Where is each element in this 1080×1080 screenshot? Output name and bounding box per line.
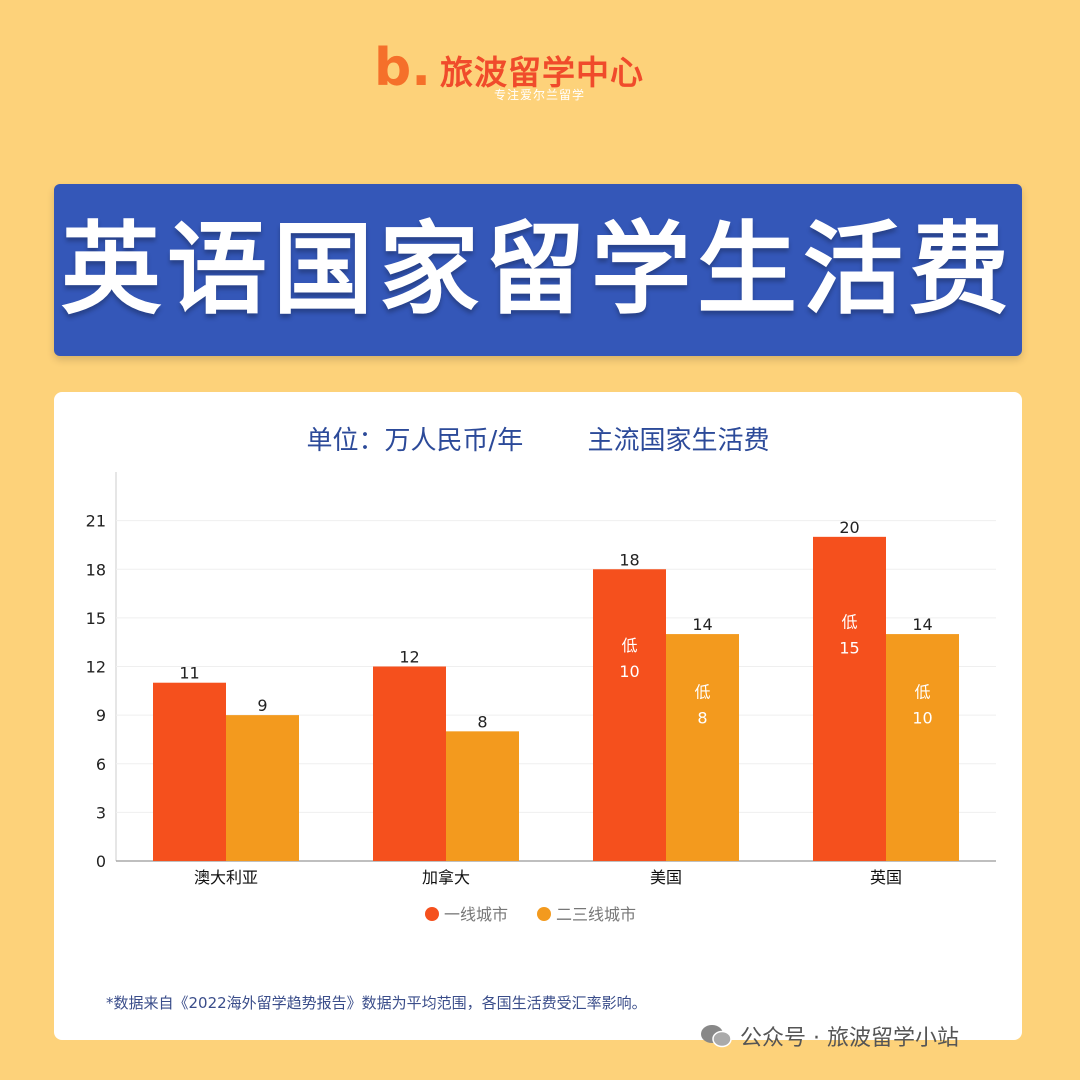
x-tick-label: 澳大利亚: [194, 868, 258, 887]
wechat-icon: [700, 1024, 732, 1048]
data-label: 9: [257, 696, 267, 715]
x-tick-label: 美国: [650, 868, 682, 887]
legend-label: 一线城市: [444, 905, 508, 924]
watermark: 公众号 · 旅波留学小站: [700, 1020, 959, 1052]
data-label: 14: [912, 615, 932, 634]
legend-marker: [425, 907, 439, 921]
y-tick-label: 18: [86, 560, 106, 579]
unit-label: 单位：万人民币/年: [306, 426, 524, 456]
bar: [813, 536, 886, 861]
chart-card: 单位：万人民币/年 主流国家生活费 0 3 6 9 12 15 18 21 11 9 澳大利亚 12 8…: [54, 392, 1022, 1040]
y-tick-label: 0: [96, 852, 106, 871]
brand-logo: b. 旅波留学中心 专注爱尔兰留学: [374, 38, 694, 102]
y-tick-label: 9: [96, 706, 106, 725]
y-tick-label: 3: [96, 803, 106, 822]
chart-title: 主流国家生活费: [587, 426, 770, 456]
bar: [153, 682, 226, 861]
y-tick-label: 15: [86, 609, 106, 628]
brand-mark: b.: [374, 38, 431, 98]
title-banner: 英语国家留学生活费: [54, 184, 1022, 356]
legend-label: 二三线城市: [556, 905, 636, 924]
bar: [446, 731, 519, 861]
data-label: 14: [692, 615, 712, 634]
page-title: 英语国家留学生活费: [61, 211, 1015, 328]
inner-label: 8: [697, 709, 707, 728]
data-label: 11: [179, 664, 199, 683]
x-tick-label: 加拿大: [422, 868, 470, 887]
brand-tagline: 专注爱尔兰留学: [494, 88, 586, 102]
bar: [886, 634, 959, 861]
bar: [373, 666, 446, 861]
inner-label: 低: [621, 636, 637, 655]
y-tick-label: 21: [86, 512, 106, 531]
y-tick-label: 6: [96, 755, 106, 774]
bar: [593, 569, 666, 861]
chart-subtitle: 单位：万人民币/年 主流国家生活费: [54, 420, 1022, 457]
watermark-text: 公众号 · 旅波留学小站: [740, 1026, 959, 1051]
data-label: 18: [619, 550, 639, 569]
inner-label: 10: [912, 709, 932, 728]
inner-label: 10: [619, 662, 639, 681]
data-label: 12: [399, 648, 419, 667]
bar: [226, 715, 299, 861]
legend-marker: [537, 907, 551, 921]
footnote: *数据来自《2022海外留学趋势报告》数据为平均范围，各国生活费受汇率影响。: [106, 994, 647, 1012]
brand-name: 旅波留学中心: [440, 53, 644, 92]
inner-label: 15: [839, 639, 859, 658]
x-tick-label: 英国: [870, 868, 902, 887]
data-label: 8: [477, 712, 487, 731]
data-label: 20: [839, 518, 859, 537]
bar: [666, 634, 739, 861]
inner-label: 低: [694, 683, 710, 702]
inner-label: 低: [841, 613, 857, 632]
inner-label: 低: [914, 683, 930, 702]
bar-chart: 0 3 6 9 12 15 18 21 11 9 澳大利亚 12 8 加拿大 18 低 10 14 低 8 美国 20 低 1…: [86, 472, 996, 924]
y-tick-label: 12: [86, 658, 106, 677]
